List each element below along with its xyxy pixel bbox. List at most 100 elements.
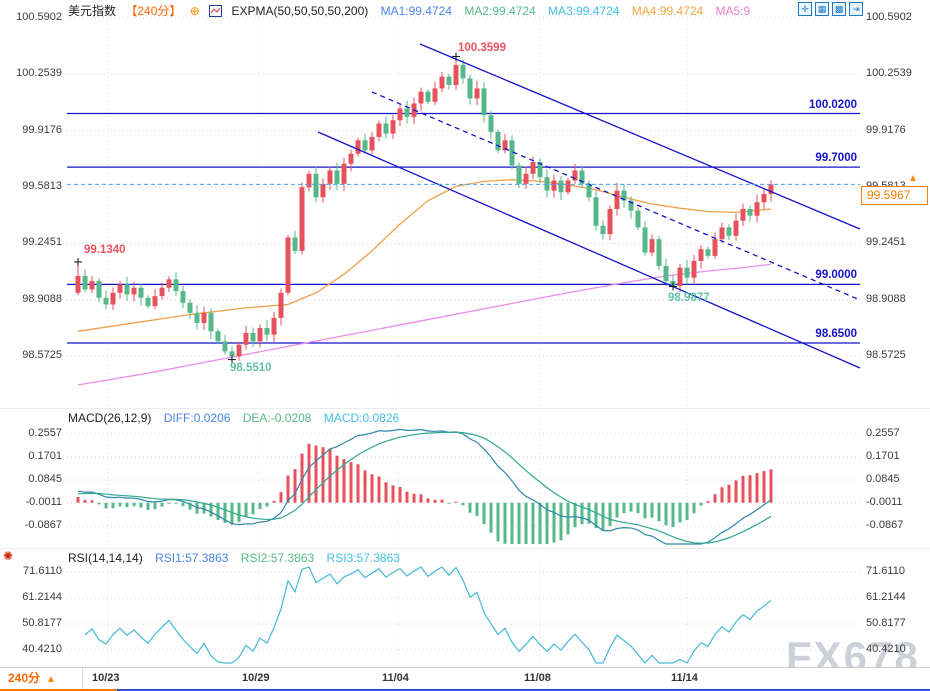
macd-bar-positive [272, 500, 276, 503]
candle-body-down [663, 265, 669, 282]
jump-latest-icon[interactable]: ⇥ [849, 2, 863, 16]
candle-body-down [684, 267, 690, 278]
symbol-title: 美元指数 [68, 4, 117, 18]
macd-bar-negative [195, 502, 199, 514]
macd-bar-positive [741, 475, 745, 503]
rsi3-value: RSI3:57.3863 [326, 551, 400, 565]
macd-bar-positive [433, 499, 437, 503]
candle-body-down [446, 76, 452, 86]
candle-body-up [614, 190, 620, 210]
macd-bar-negative [174, 502, 178, 504]
candle-body-down [334, 170, 340, 184]
candle-body-up [572, 170, 578, 181]
candle-body-up [740, 209, 746, 221]
candle-body-up [733, 220, 739, 236]
fit-chart-icon[interactable]: ▩ [832, 2, 846, 16]
rsi-axis-label-right: 61.2144 [866, 590, 906, 603]
candle-body-up [152, 296, 158, 307]
macd-bar-negative [657, 502, 661, 522]
macd-bar-negative [489, 502, 493, 533]
candle-body-down [747, 209, 753, 216]
macd-bar-positive [391, 485, 395, 503]
candle-body-down [138, 287, 144, 298]
ma2-value: MA2:99.4724 [464, 4, 536, 18]
main-axis-label-left: 100.2539 [16, 67, 62, 80]
rsi-header: RSI(14,14,14) RSI1:57.3863 RSI2:57.3863 … [68, 551, 409, 565]
macd-axis-label-right: -0.0867 [866, 518, 904, 531]
period-selector[interactable]: 240分 ▲ [0, 668, 83, 689]
macd-axis-label-left: -0.0011 [25, 495, 63, 508]
macd-bar-negative [202, 502, 206, 514]
main-axis-label-right: 98.9088 [866, 292, 906, 305]
macd-bar-negative [580, 502, 584, 525]
main-axis-label-right: 98.5725 [866, 349, 906, 361]
candle-body-down [516, 165, 522, 184]
bottom-line-blue [117, 689, 930, 691]
macd-bar-positive [349, 462, 353, 503]
panel-separator [0, 408, 930, 409]
candle-body-down [460, 64, 466, 79]
macd-bar-positive [405, 491, 409, 503]
candle-body-up [754, 202, 760, 216]
sr-label: 98.6500 [815, 328, 857, 341]
macd-bar-negative [566, 502, 570, 535]
candle-body-down [579, 170, 585, 184]
rsi1-value: RSI1:57.3863 [155, 551, 229, 565]
macd-bar-positive [706, 501, 710, 503]
candle-body-down [705, 249, 711, 256]
macd-bar-positive [713, 494, 717, 503]
candle-body-down [222, 341, 228, 352]
candle-body-down [481, 88, 487, 116]
pan-icon[interactable]: ✛ [798, 2, 812, 16]
period-label: 【240分】 [125, 4, 182, 18]
bottom-line-orange [0, 689, 117, 691]
scale-chart-icon[interactable]: ▦ [815, 2, 829, 16]
main-axis-label-left: 99.9176 [22, 123, 62, 136]
rsi-sun-icon: ✺ [3, 549, 14, 563]
candle-body-down [656, 239, 662, 266]
candle-body-up [432, 88, 438, 102]
macd-bar-negative [496, 502, 500, 542]
rsi-title: RSI(14,14,14) [68, 551, 143, 565]
chart-toolbar: ✛ ▦ ▩ ⇥ [795, 2, 863, 20]
main-axis-label-right: 99.9176 [866, 123, 906, 136]
candle-body-down [509, 140, 515, 166]
period-text: 240分 [8, 671, 41, 685]
candle-body-up [439, 76, 445, 89]
candle-body-down [726, 227, 732, 236]
macd-bar-negative [538, 502, 542, 544]
sr-label: 99.7000 [815, 152, 857, 165]
candle-body-down [558, 180, 564, 193]
candle-body-up [278, 292, 284, 318]
ma5-value: MA5:9 [715, 4, 751, 18]
macd-title: MACD(26,12,9) [68, 411, 152, 425]
macd-bar-negative [188, 502, 192, 510]
macd-bar-negative [622, 502, 626, 514]
rsi-line [84, 566, 772, 664]
candle-body-up [159, 287, 165, 297]
current-price-tag: 99.5967 [861, 186, 928, 205]
candle-body-up [299, 187, 305, 251]
macd-bar-negative [139, 502, 143, 508]
macd-bar-negative [251, 502, 255, 515]
candle-body-down [628, 200, 634, 211]
macd-bar-negative [258, 502, 262, 509]
candle-body-down [488, 115, 494, 132]
macd-bar-negative [636, 502, 640, 514]
circle-plus-icon[interactable]: ⊕ [189, 4, 200, 18]
rsi-axis-label-right: 71.6110 [866, 565, 905, 577]
macd-bar-negative [237, 502, 241, 523]
macd-bar-positive [762, 471, 766, 503]
macd-bar-negative [699, 502, 703, 506]
macd-bar-positive [727, 484, 731, 503]
macd-bar-negative [146, 502, 150, 511]
candle-body-down [187, 302, 193, 313]
period-arrow-icon: ▲ [46, 674, 56, 685]
candle-body-down [103, 297, 109, 305]
macd-bar-positive [419, 494, 423, 503]
rsi-axis-label-left: 61.2144 [22, 590, 62, 603]
macd-bar-negative [160, 502, 164, 507]
macd-bar-negative [104, 502, 108, 509]
ema-mid-line [77, 179, 772, 332]
